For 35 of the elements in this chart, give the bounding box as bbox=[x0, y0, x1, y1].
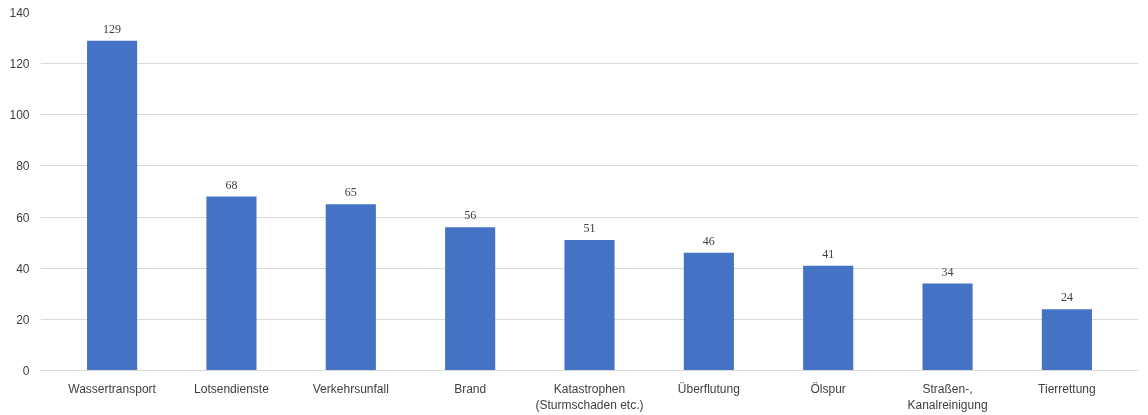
y-tick-label: 120 bbox=[9, 57, 30, 72]
data-label: 46 bbox=[702, 233, 715, 248]
data-label: 24 bbox=[1060, 290, 1073, 305]
x-tick-label: Katastrophen (Sturmschaden etc.) bbox=[535, 381, 644, 413]
x-tick-label: Straßen-, Kanalreinigung bbox=[907, 381, 988, 413]
x-tick-label: Ölspur bbox=[810, 381, 846, 396]
y-tick-label: 80 bbox=[16, 159, 30, 174]
bar bbox=[803, 265, 854, 371]
data-label: 68 bbox=[225, 177, 238, 192]
x-tick-label: Tierrettung bbox=[1038, 381, 1096, 396]
bar bbox=[445, 227, 496, 371]
data-label: 65 bbox=[344, 185, 357, 200]
bar bbox=[683, 252, 734, 371]
x-tick-label: Lotsendienste bbox=[194, 381, 270, 396]
bar bbox=[325, 204, 376, 371]
data-label: 41 bbox=[822, 246, 835, 261]
data-label: 34 bbox=[941, 264, 954, 279]
bar bbox=[87, 40, 138, 371]
y-tick-label: 0 bbox=[22, 364, 30, 378]
data-label: 56 bbox=[464, 208, 477, 223]
bar bbox=[206, 196, 257, 371]
data-label: 129 bbox=[103, 21, 122, 36]
y-tick-label: 40 bbox=[16, 261, 30, 276]
bar bbox=[564, 240, 615, 371]
x-tick-label: Brand bbox=[454, 381, 487, 396]
data-label: 51 bbox=[583, 221, 596, 236]
y-tick-label: 60 bbox=[16, 210, 30, 225]
x-tick-label: Verkehrsunfall bbox=[312, 381, 389, 396]
y-tick-label: 140 bbox=[9, 6, 30, 20]
bar bbox=[922, 283, 973, 371]
x-tick-label: Wassertransport bbox=[68, 381, 157, 396]
y-tick-label: 20 bbox=[16, 312, 30, 327]
x-tick-label: Überflutung bbox=[677, 381, 740, 396]
y-tick-label: 100 bbox=[9, 108, 30, 123]
bar bbox=[1041, 309, 1092, 371]
